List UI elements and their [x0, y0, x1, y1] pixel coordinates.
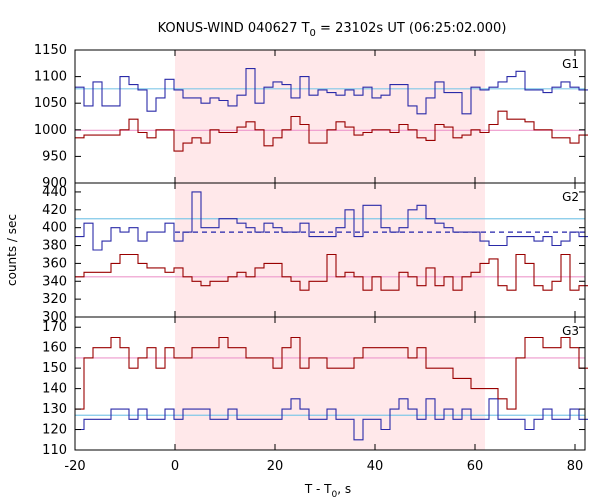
- blue-series-histogram: [75, 398, 588, 441]
- y-tick-label: 360: [42, 256, 67, 271]
- red-series-histogram: [75, 253, 588, 291]
- chart-title-rest: = 23102s UT (06:25:02.000): [316, 21, 506, 36]
- y-tick-label: 900: [42, 176, 67, 191]
- y-tick-label: 340: [42, 274, 67, 289]
- panel-g1: 900 950 1000 1050 1100 1150 G1: [34, 43, 588, 191]
- y-tick-label: 320: [42, 292, 67, 307]
- blue-series-histogram: [75, 68, 588, 115]
- highlight-band: [175, 183, 485, 317]
- x-axis-label-subscript: 0: [332, 490, 338, 500]
- x-axis-label-main: T - T: [304, 482, 332, 496]
- panel-g2: 300 320 340 360 380 400 420 440 G2: [42, 182, 588, 325]
- y-axis-label: counts / sec: [5, 214, 19, 286]
- y-tick-label: 1000: [34, 123, 67, 138]
- highlight-band: [175, 50, 485, 183]
- y-tick-label: 150: [42, 361, 67, 376]
- y-tick-label: 380: [42, 239, 67, 254]
- chart-title-subscript: 0: [310, 28, 316, 39]
- y-tick-label: 300: [42, 310, 67, 325]
- panel-frame: [74, 316, 586, 451]
- y-tick-label: 1100: [34, 70, 67, 85]
- x-tick-label: 20: [267, 459, 284, 474]
- y-tick-label: 420: [42, 203, 67, 218]
- panel-label: G1: [562, 57, 579, 71]
- panel-label: G3: [562, 324, 579, 338]
- x-tick-label: 80: [567, 459, 584, 474]
- panel-label: G2: [562, 190, 579, 204]
- y-tick-label: 400: [42, 221, 67, 236]
- highlight-band: [175, 317, 485, 450]
- x-tick-label: 60: [467, 459, 484, 474]
- y-tick-label: 1050: [34, 96, 67, 111]
- y-tick-label: 130: [42, 402, 67, 417]
- blue-series-histogram: [75, 191, 588, 251]
- y-tick-label: 440: [42, 185, 67, 200]
- panel-g3: 110 120 130 140 150 160 170 G3: [42, 316, 588, 458]
- y-tick-label: 120: [42, 423, 67, 438]
- y-tick-label: 170: [42, 320, 67, 335]
- y-tick-label: 160: [42, 341, 67, 356]
- y-tick-label: 110: [42, 443, 67, 458]
- y-tick-label: 1150: [34, 43, 67, 58]
- x-axis-label-rest: , s: [337, 482, 351, 496]
- x-axis-label: T - T0, s: [304, 482, 351, 500]
- red-series-histogram: [75, 110, 588, 152]
- red-series-histogram: [75, 336, 588, 410]
- x-tick-label: -20: [64, 459, 85, 474]
- x-tick-label: 40: [367, 459, 384, 474]
- y-tick-label: 950: [42, 149, 67, 164]
- chart-title-main: KONUS-WIND 040627 T: [158, 21, 310, 36]
- y-tick-label: 140: [42, 382, 67, 397]
- x-tick-label: 0: [171, 459, 179, 474]
- chart-title: KONUS-WIND 040627 T0 = 23102s UT (06:25:…: [158, 21, 507, 39]
- plot-area: 9009501000105011001150G13003203403603804…: [34, 43, 588, 474]
